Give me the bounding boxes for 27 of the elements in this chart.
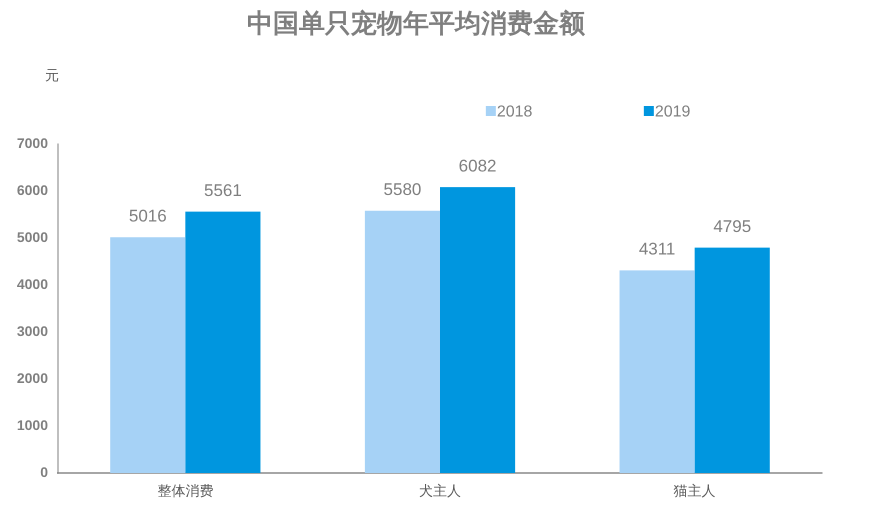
data-label: 4795 — [713, 216, 752, 236]
bar — [364, 210, 440, 473]
bar — [694, 248, 770, 473]
data-label: 4311 — [638, 240, 676, 259]
x-tick-label: 猫主人 — [674, 482, 716, 498]
y-tick-label: 5000 — [16, 228, 48, 245]
y-tick-label: 4000 — [16, 276, 48, 292]
chart-title: 中国单只宠物年平均消费金额 — [247, 8, 586, 38]
legend-label: 2018 — [496, 103, 533, 120]
y-tick-label: 2000 — [16, 370, 48, 386]
y-tick-label: 6000 — [16, 182, 48, 198]
y-tick-label: 3000 — [16, 322, 48, 339]
data-label: 5016 — [128, 206, 167, 226]
bar — [185, 212, 260, 473]
x-tick-label: 整体消费 — [157, 482, 214, 498]
data-label: 5580 — [384, 180, 422, 199]
bar — [110, 237, 186, 473]
y-tick-label: 1000 — [16, 416, 48, 433]
y-tick-label: 7000 — [16, 134, 48, 151]
legend-label: 2019 — [654, 103, 691, 120]
y-tick-label: 0 — [40, 464, 48, 480]
bar — [440, 187, 516, 473]
x-tick-label: 犬主人 — [419, 482, 461, 498]
data-label: 6082 — [458, 156, 496, 176]
data-label: 5561 — [204, 180, 242, 200]
y-axis-title: 元 — [45, 66, 59, 83]
bar — [620, 270, 695, 473]
